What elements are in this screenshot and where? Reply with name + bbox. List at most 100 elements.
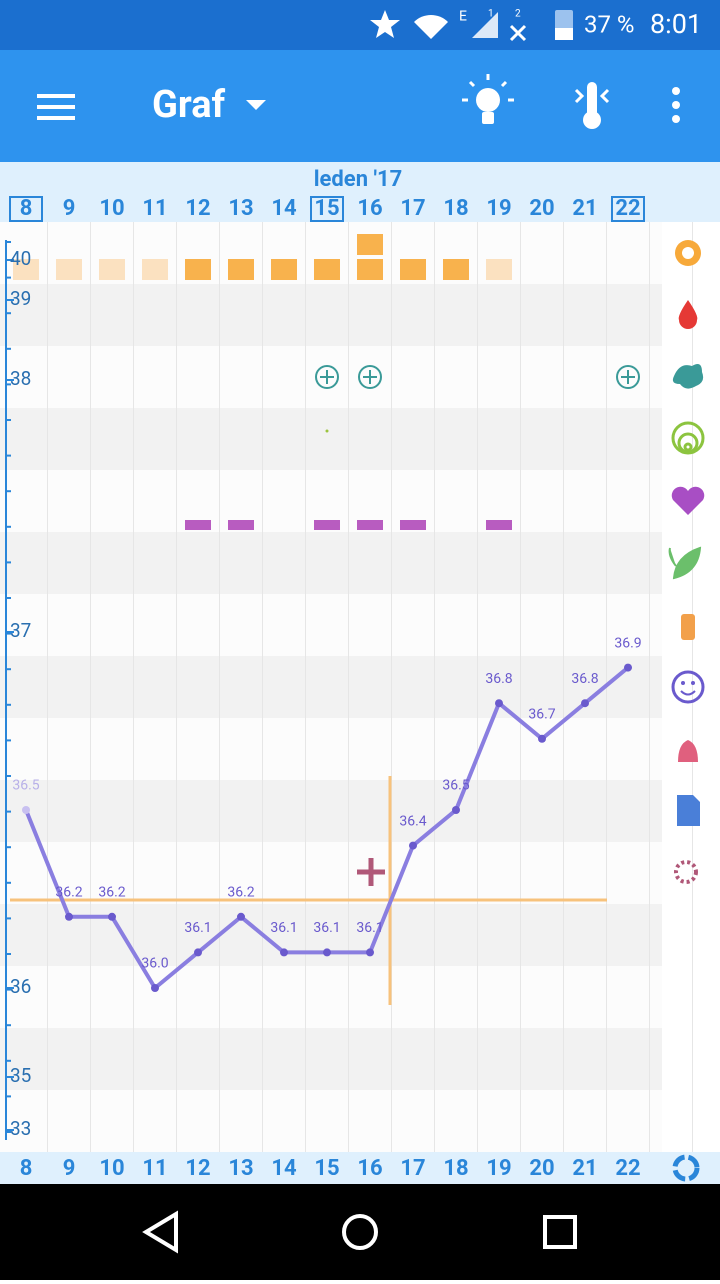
- thermometer-button[interactable]: [574, 82, 610, 129]
- sidebar-icons: [668, 240, 705, 884]
- x-tick-label: 16: [357, 1156, 382, 1181]
- cervix-mark: [357, 259, 383, 280]
- value-label: 36.4: [399, 813, 426, 829]
- value-label: 36.1: [313, 920, 340, 936]
- leaf-icon[interactable]: [668, 546, 702, 580]
- heart-icon[interactable]: [671, 486, 705, 515]
- cervix-mark: [13, 259, 39, 280]
- mood-mark: [486, 520, 512, 530]
- home-button[interactable]: [342, 1214, 378, 1250]
- toolbar-title[interactable]: Graf: [152, 83, 226, 127]
- x-tick-label: 12: [185, 1156, 210, 1181]
- x-tick-label: 21: [572, 196, 597, 221]
- x-tick-label: 11: [142, 196, 167, 221]
- stripe: [0, 656, 662, 718]
- symptom-icon[interactable]: [678, 740, 698, 762]
- temperature-point: [151, 984, 159, 992]
- month-label: leden '17: [314, 167, 403, 192]
- temperature-point: [581, 699, 589, 708]
- overflow-menu[interactable]: [672, 87, 680, 123]
- value-label: 36.7: [528, 707, 555, 723]
- x-tick-label: 22: [615, 196, 640, 221]
- y-tick-label: 39: [10, 287, 31, 310]
- symbol-rows: [13, 234, 640, 530]
- dropdown-arrow[interactable]: [246, 100, 266, 110]
- tips-button[interactable]: [462, 74, 514, 124]
- x-tick-label: 20: [529, 196, 554, 221]
- value-label: 36.5: [12, 778, 39, 794]
- temperature-point: [22, 806, 30, 814]
- y-tick-label: 36: [10, 975, 31, 998]
- y-tick-label: 40: [10, 247, 31, 270]
- cervix-mark: [486, 259, 512, 280]
- temperature-point: [323, 948, 331, 957]
- value-label: 36.8: [571, 671, 598, 687]
- back-button[interactable]: [142, 1210, 178, 1254]
- temperature-point: [409, 841, 417, 850]
- y-tick-label: 35: [10, 1064, 31, 1087]
- x-tick-label: 17: [400, 196, 425, 221]
- temperature-point: [194, 948, 202, 957]
- week-box: [310, 196, 344, 222]
- x-tick-label: 17: [400, 1156, 425, 1181]
- x-tick-label: 14: [271, 196, 297, 221]
- signal-icon: [472, 12, 498, 38]
- recents-button[interactable]: [543, 1215, 577, 1249]
- wifi-icon: [414, 14, 448, 39]
- flower-icon[interactable]: [674, 860, 698, 884]
- temperature-point: [538, 734, 546, 743]
- sync-button[interactable]: [672, 1154, 700, 1182]
- x-tick-label: 18: [443, 1156, 468, 1181]
- bottom-day-row: [0, 1152, 720, 1184]
- x-tick-label: 16: [357, 196, 382, 221]
- value-label: 36.1: [184, 920, 211, 936]
- test-mark: [358, 365, 382, 389]
- x-tick-label: 13: [228, 196, 253, 221]
- week-box: [9, 196, 43, 222]
- test-mark: [315, 365, 339, 389]
- battery-percent: 37 %: [584, 10, 635, 38]
- sun-center: [682, 247, 694, 259]
- mood-mark: [314, 520, 340, 530]
- temperature-point: [452, 806, 460, 814]
- mood-mark: [357, 520, 383, 530]
- battery-level: [555, 28, 573, 40]
- value-label: 36.2: [55, 885, 82, 901]
- drop-icon[interactable]: [678, 300, 698, 329]
- star-icon: [370, 10, 400, 38]
- week-box: [611, 196, 645, 222]
- x-tick-label: 8: [20, 196, 33, 221]
- cervix-mark: [142, 259, 168, 280]
- mood-mark: [400, 520, 426, 530]
- value-label: 36.9: [614, 635, 641, 651]
- value-label: 36.2: [98, 885, 125, 901]
- cervix-mark: [185, 259, 211, 280]
- note-icon[interactable]: [677, 795, 700, 826]
- mood-icon[interactable]: [671, 670, 705, 704]
- test-mark: [616, 365, 640, 389]
- stripe: [0, 284, 662, 346]
- dot-mark: [325, 429, 329, 433]
- value-label: 36.8: [485, 671, 512, 687]
- stripe: [0, 780, 662, 842]
- sidebar: [662, 222, 720, 1152]
- minor-ticks: [6, 241, 11, 1133]
- mood-eye: [681, 681, 685, 685]
- x-tick-label: 22: [615, 1156, 640, 1181]
- row-stripes: [0, 284, 662, 1090]
- cervix-mark: [400, 259, 426, 280]
- x-tick-label: 15: [314, 196, 339, 221]
- temperature-point: [495, 699, 503, 708]
- x-tick-label: 18: [443, 196, 468, 221]
- value-label: 36.1: [356, 920, 383, 936]
- x-tick-label: 19: [486, 196, 511, 221]
- rings-icon[interactable]: [671, 421, 705, 455]
- splash-icon[interactable]: [672, 364, 704, 389]
- y-tick-label: 33: [10, 1117, 31, 1140]
- mood-mark: [185, 520, 211, 530]
- menu-button[interactable]: [37, 94, 75, 120]
- x-tick-label: 9: [63, 1156, 76, 1181]
- value-label: 36.5: [442, 778, 469, 794]
- pill-icon[interactable]: [681, 614, 695, 640]
